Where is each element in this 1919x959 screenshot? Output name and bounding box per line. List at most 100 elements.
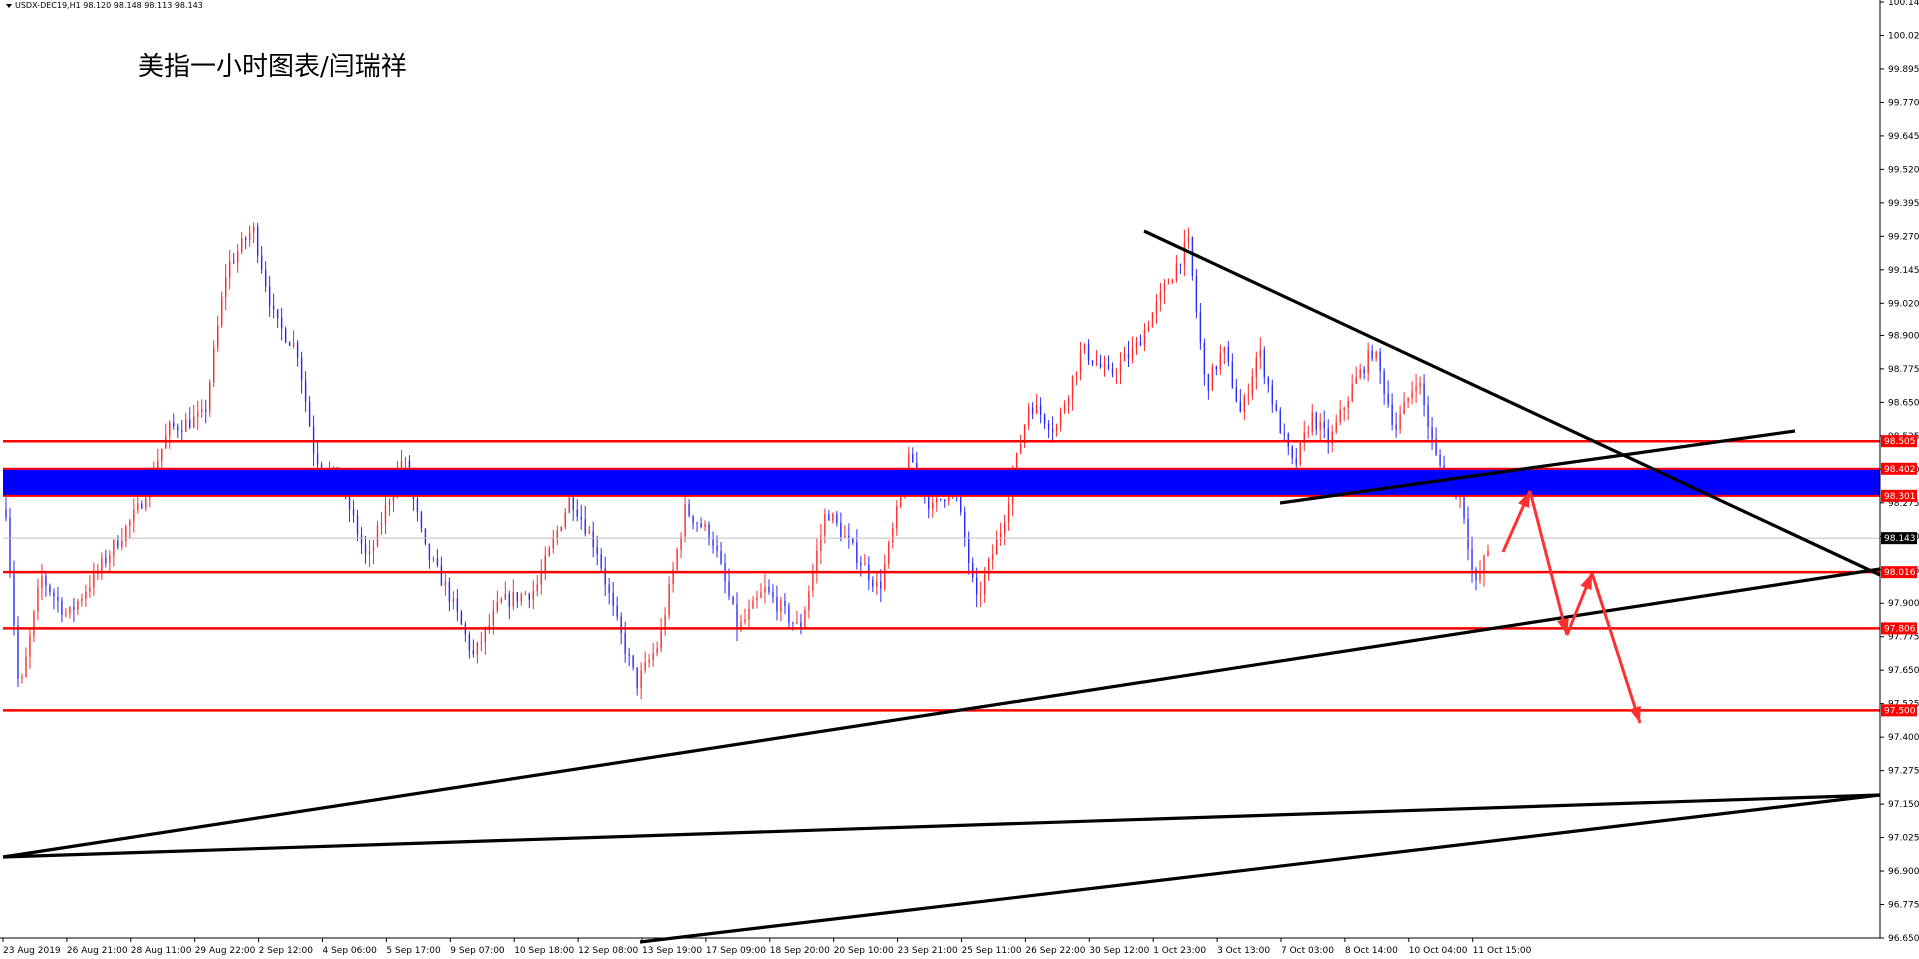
candle-body: [916, 462, 918, 472]
candle-body: [488, 624, 491, 628]
candle-body: [384, 505, 387, 524]
candle-body: [640, 670, 642, 688]
candle-body: [1135, 341, 1138, 348]
candle-body: [1383, 371, 1385, 394]
candle-body: [1227, 346, 1230, 362]
x-tick-label: 12 Sep 08:00: [578, 946, 638, 956]
candle-body: [768, 586, 770, 592]
candle-body: [808, 591, 810, 611]
candle-body: [760, 592, 762, 598]
candle-body: [820, 535, 822, 551]
x-tick-label: 18 Sep 20:00: [770, 946, 830, 956]
candle-body: [157, 460, 159, 474]
x-tick-label: 5 Sep 17:00: [386, 946, 441, 956]
candle-body: [1183, 241, 1186, 266]
candle-body: [1395, 424, 1397, 430]
candle-body: [1231, 361, 1234, 388]
candle-body: [1251, 376, 1254, 396]
candle-body: [129, 520, 131, 527]
candle-body: [1427, 405, 1429, 427]
candle-body: [508, 594, 511, 607]
candle-body: [1179, 264, 1182, 266]
y-tick-label: 98.775: [1888, 365, 1919, 375]
x-tick-label: 28 Aug 11:00: [131, 946, 192, 956]
candle-body: [252, 226, 255, 234]
trendline-5: [639, 793, 1881, 944]
candle-body: [824, 513, 826, 536]
candle-body: [548, 547, 550, 556]
candle-body: [1079, 350, 1082, 373]
y-tick-label: 99.395: [1888, 199, 1919, 209]
dropdown-icon[interactable]: [6, 3, 12, 8]
candle-body: [1431, 426, 1433, 439]
candle-body: [1271, 384, 1273, 405]
x-tick-label: 10 Sep 18:00: [514, 946, 574, 956]
price-tags: 98.505 98.016 97.806 97.500 98.402 98.301 98.1…: [1881, 435, 1917, 717]
x-tick-label: 11 Oct 15:00: [1473, 946, 1532, 956]
candle-body: [77, 600, 79, 610]
candle-body: [440, 565, 443, 586]
candle-body: [89, 587, 91, 592]
candle-body: [436, 558, 439, 566]
candle-body: [1255, 357, 1258, 377]
candle-body: [832, 513, 834, 521]
candle-body: [892, 528, 894, 543]
candle-body: [1175, 264, 1178, 281]
candle-body: [736, 603, 738, 629]
candle-body: [1019, 443, 1022, 454]
candle-body: [800, 622, 802, 629]
trendline-4: [2, 793, 1881, 859]
candle-body: [648, 659, 650, 663]
candle-body: [1055, 425, 1058, 432]
candle-body: [316, 453, 319, 465]
candle-body: [1123, 353, 1126, 362]
x-tick-label: 25 Sep 11:00: [962, 946, 1022, 956]
horizontal-levels: [3, 439, 1880, 712]
zone-low-tag: 98.301: [1884, 492, 1916, 502]
candle-body: [532, 591, 534, 600]
candle-body: [1419, 383, 1421, 387]
x-tick-label: 30 Sep 12:00: [1089, 946, 1149, 956]
time-axis: 23 Aug 2019 26 Aug 21:00 28 Aug 11:00 29 Au…: [2, 938, 1532, 956]
arrow-down-2: [1590, 572, 1642, 724]
candle-body: [444, 581, 447, 586]
zone-high-tag: 98.402: [1884, 465, 1916, 475]
candle-body: [872, 580, 874, 587]
candle-body: [1263, 349, 1266, 378]
candle-body: [1199, 311, 1202, 344]
level-tag: 98.016: [1884, 568, 1916, 578]
y-tick-label: 97.900: [1888, 599, 1919, 609]
candle-body: [17, 625, 19, 679]
candle-body: [1411, 390, 1413, 398]
candle-body: [1327, 428, 1329, 444]
candle-body: [636, 667, 638, 688]
candle-body: [856, 542, 858, 564]
trendline-1: [2, 567, 1881, 859]
candle-body: [1471, 549, 1473, 570]
candle-body: [1171, 280, 1174, 284]
candle-body: [620, 616, 622, 633]
candle-body: [1439, 454, 1441, 466]
x-tick-label: 1 Oct 23:00: [1153, 946, 1206, 956]
candle-body: [716, 545, 718, 552]
candle-body: [1379, 351, 1381, 372]
candle-body: [1291, 446, 1293, 459]
candle-body: [193, 416, 195, 428]
candle-body: [840, 522, 842, 538]
x-tick-label: 8 Oct 14:00: [1345, 946, 1398, 956]
candle-body: [1267, 377, 1269, 385]
chart-title: 美指一小时图表/闫瑞祥: [138, 52, 407, 82]
candle-body: [1259, 349, 1262, 358]
candle-body: [584, 519, 586, 534]
candle-body: [101, 557, 103, 571]
candle-body: [816, 550, 818, 571]
candle-body: [221, 297, 223, 326]
price-axis: 100.145 100.020 99.895 99.770 99.645 99.520 99…: [1880, 0, 1919, 944]
candle-body: [272, 305, 275, 310]
candle-body: [1127, 353, 1130, 359]
candle-body: [828, 513, 830, 521]
candle-body: [228, 261, 231, 278]
x-tick-label: 26 Aug 21:00: [67, 946, 128, 956]
candlestick-series: [5, 222, 1489, 700]
